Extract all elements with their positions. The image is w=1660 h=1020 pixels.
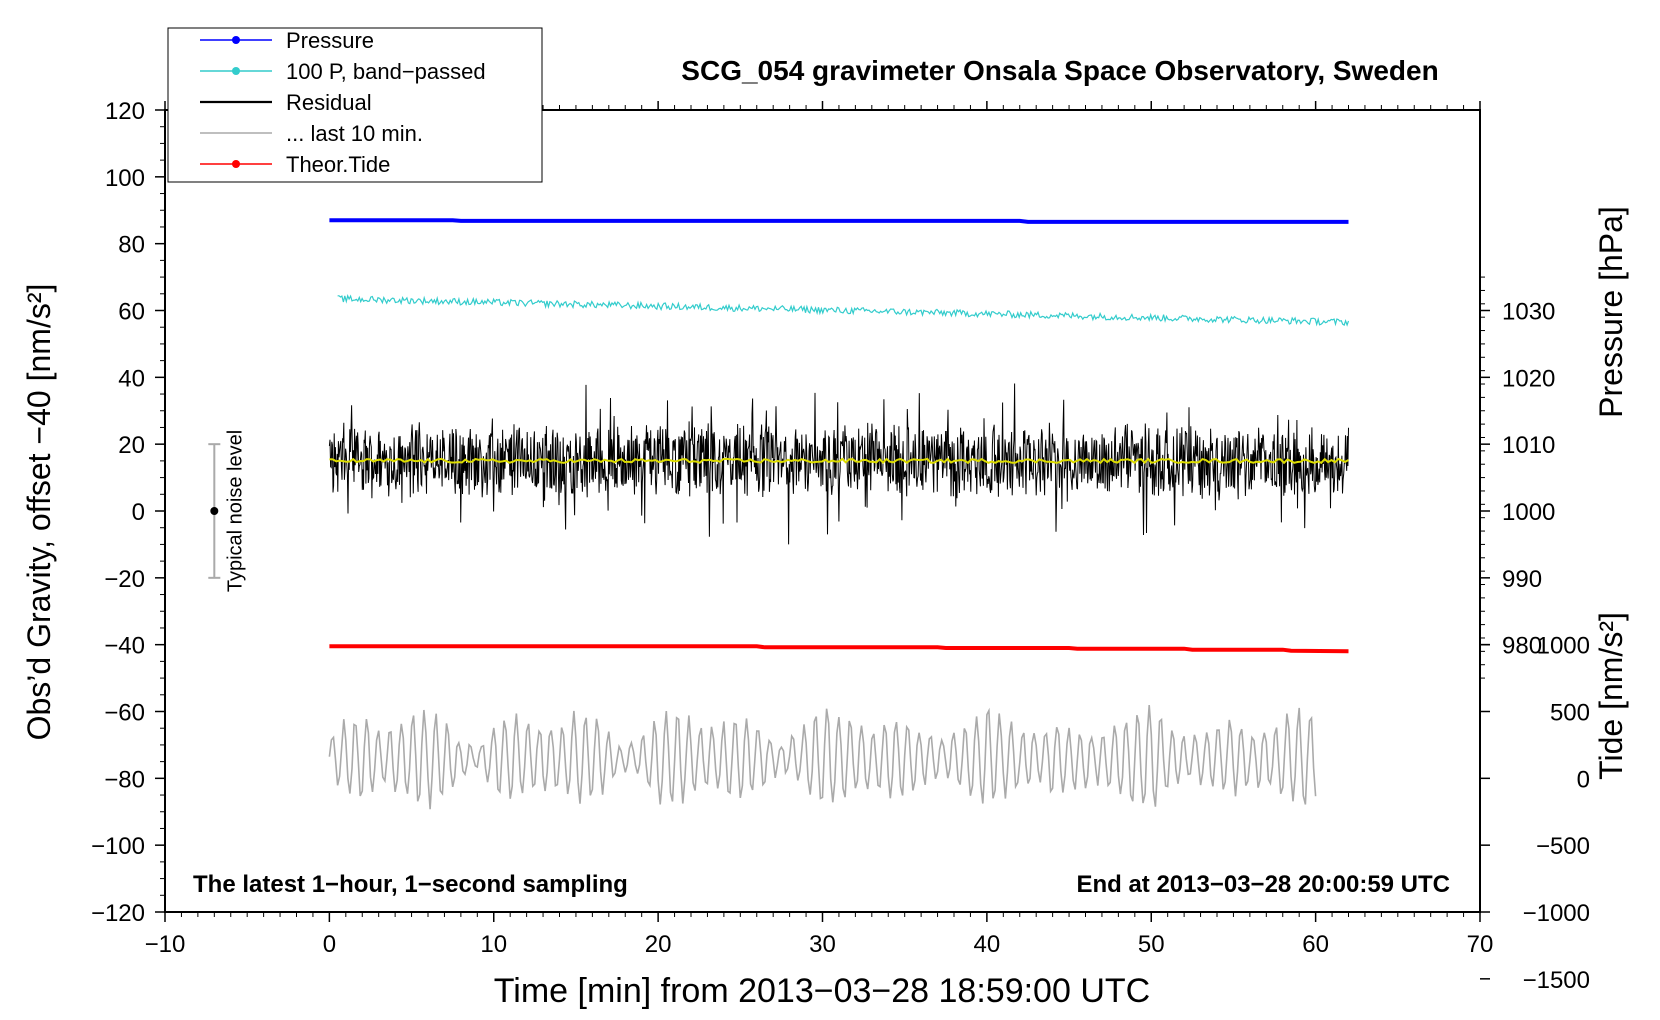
- y-axis-label-left: Obs’d Gravity, offset −40 [nm/s²]: [21, 284, 57, 741]
- x-tick-label: 60: [1302, 931, 1329, 958]
- series-residual: [328, 383, 1349, 545]
- legend-label: Residual: [286, 90, 372, 115]
- y-tick-label: 80: [118, 232, 145, 259]
- tide-tick-label: 1000: [1537, 633, 1590, 660]
- x-tick-label: 30: [809, 931, 836, 958]
- tide-tick-label: −500: [1536, 833, 1590, 860]
- series-mean: [329, 457, 1349, 465]
- legend-marker: [232, 36, 240, 44]
- y-tick-label: −100: [91, 833, 145, 860]
- y-axis-label-pressure: Pressure [hPa]: [1593, 206, 1629, 418]
- pressure-tick-label: 1000: [1502, 499, 1555, 526]
- y-tick-label: −20: [104, 566, 145, 593]
- tide-tick-label: 0: [1577, 766, 1590, 793]
- pressure-tick-label: 1030: [1502, 299, 1555, 326]
- x-axis-label: Time [min] from 2013−03−28 18:59:00 UTC: [494, 972, 1150, 1010]
- x-tick-label: 50: [1138, 931, 1165, 958]
- y-tick-label: 40: [118, 365, 145, 392]
- x-tick-label: 70: [1467, 931, 1494, 958]
- legend-marker: [232, 67, 240, 75]
- pressure-tick-label: 1020: [1502, 365, 1555, 392]
- tide-tick-label: −1500: [1523, 967, 1590, 994]
- x-tick-label: 0: [323, 931, 336, 958]
- y-tick-label: 120: [105, 98, 145, 125]
- y-tick-label: −120: [91, 900, 145, 927]
- legend-label: Theor.Tide: [286, 152, 390, 177]
- legend: Pressure 100 P, band−passed Residual ... la…: [167, 27, 543, 183]
- y-tick-label: −40: [104, 633, 145, 660]
- tide-tick-label: 500: [1550, 700, 1590, 727]
- x-tick-label: 20: [645, 931, 672, 958]
- annotation-end-time: End at 2013−03−28 20:00:59 UTC: [1076, 871, 1450, 898]
- x-tick-label: −10: [145, 931, 186, 958]
- chart-title: SCG_054 gravimeter Onsala Space Observat…: [681, 55, 1438, 86]
- x-tick-label: 10: [480, 931, 507, 958]
- noise-level-indicator: Typical noise level: [208, 430, 246, 592]
- y-tick-label: −60: [104, 700, 145, 727]
- y-axis-label-tide: Tide [nm/s²]: [1593, 612, 1629, 780]
- pressure-tick-label: 990: [1502, 566, 1542, 593]
- legend-marker: [232, 160, 240, 168]
- pressure-tick-label: 980: [1502, 633, 1542, 660]
- legend-label: 100 P, band−passed: [286, 59, 486, 84]
- legend-label: Pressure: [286, 28, 374, 53]
- y-tick-label: 0: [132, 499, 145, 526]
- y-tick-label: −80: [104, 766, 145, 793]
- series-theoretical-tide: [329, 644, 1349, 654]
- y-tick-label: 100: [105, 165, 145, 192]
- pressure-tick-label: 1010: [1502, 432, 1555, 459]
- y-tick-label: 20: [118, 432, 145, 459]
- x-tick-label: 40: [974, 931, 1001, 958]
- legend-label: ... last 10 min.: [286, 121, 423, 146]
- tide-tick-label: −1000: [1523, 900, 1590, 927]
- y-tick-label: 60: [118, 299, 145, 326]
- series-pressure-bandpassed: [337, 293, 1350, 327]
- noise-level-label: Typical noise level: [224, 430, 246, 592]
- legend-box: [167, 27, 543, 183]
- series-last-10-min: [328, 704, 1317, 810]
- series-pressure: [329, 218, 1349, 224]
- annotation-sampling: The latest 1−hour, 1−second sampling: [193, 871, 628, 898]
